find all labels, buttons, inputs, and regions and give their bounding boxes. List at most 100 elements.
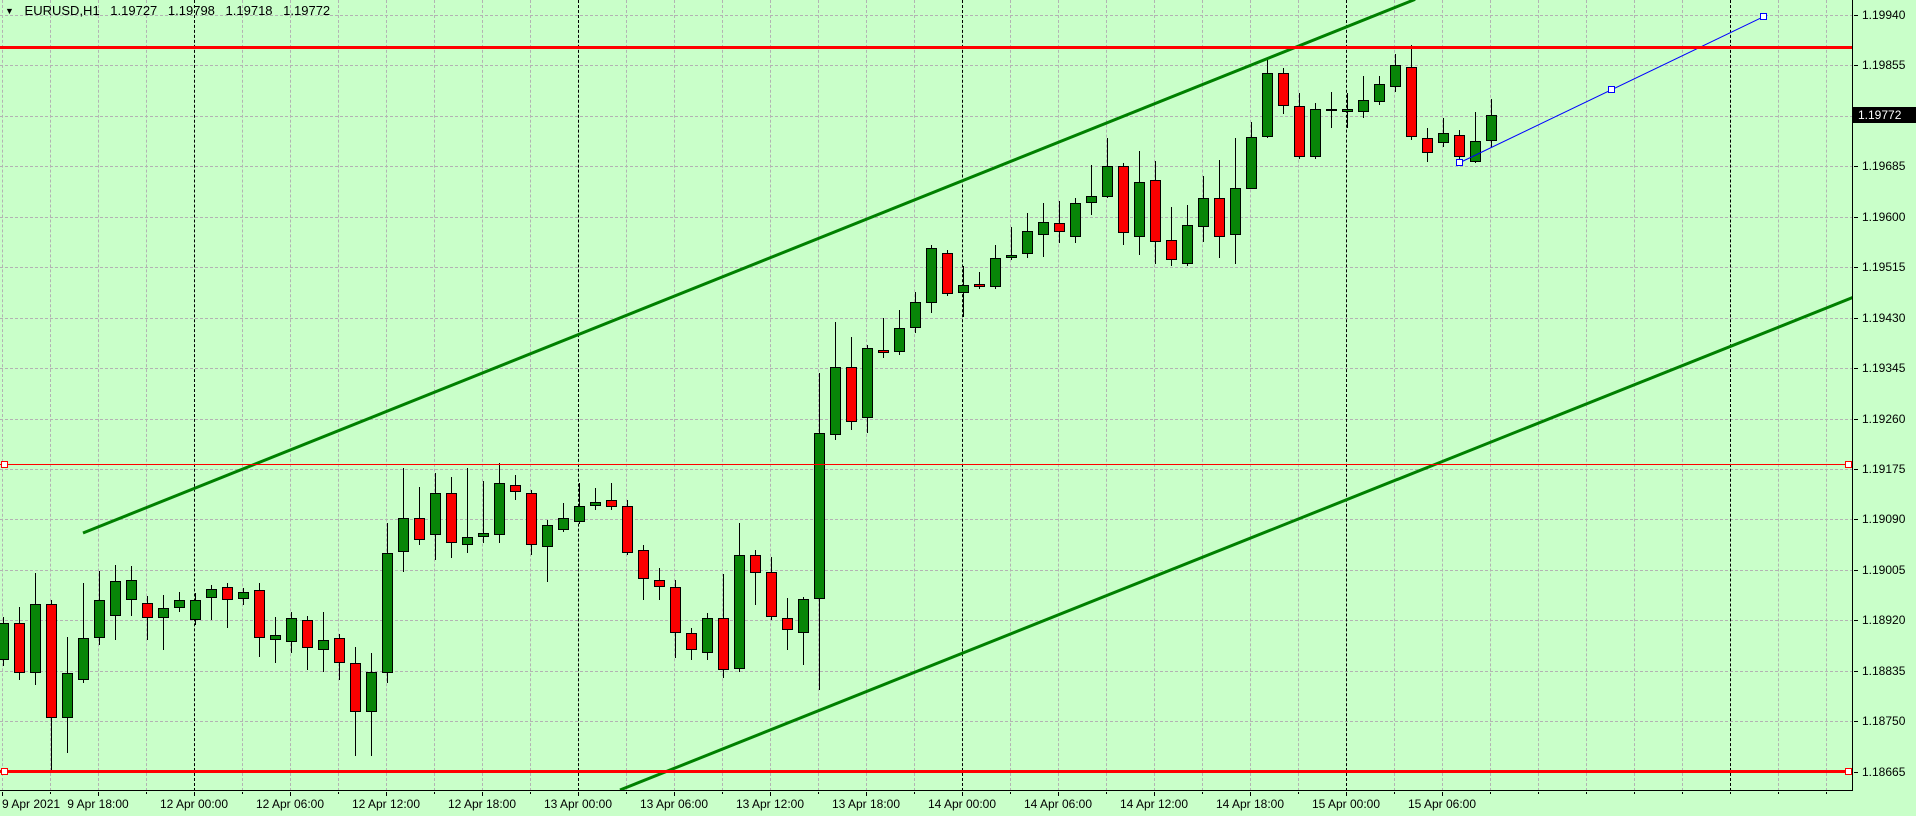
gridline-v	[530, 0, 531, 790]
candle-wick	[163, 594, 164, 651]
y-axis-label: 1.19345	[1862, 361, 1906, 376]
candle-body-bull	[238, 591, 249, 599]
candle-body-bear	[414, 517, 425, 541]
candle-body-bear	[622, 505, 633, 553]
day-separator	[1346, 0, 1347, 790]
candle-body-bull	[62, 673, 73, 719]
candle-body-bear	[942, 252, 953, 294]
chevron-down-icon[interactable]: ▼	[5, 6, 14, 16]
hline-handle[interactable]	[1, 460, 8, 468]
candle-body-bull	[78, 638, 89, 681]
resistance-line[interactable]	[0, 46, 1852, 50]
candle-body-bear	[766, 572, 777, 617]
x-axis-tick	[1298, 792, 1299, 794]
x-axis-tick	[242, 792, 243, 794]
candle-wick	[1011, 227, 1012, 260]
candle-wick	[83, 582, 84, 684]
x-axis-tick	[290, 792, 291, 796]
x-axis-tick	[962, 792, 963, 796]
candle-body-bull	[382, 552, 393, 674]
hline-handle[interactable]	[1, 768, 8, 776]
candle-body-bull	[734, 555, 745, 670]
candle-body-bull	[0, 623, 9, 661]
candle-body-bear	[510, 485, 521, 493]
candle-body-bull	[542, 524, 553, 547]
x-axis-tick	[722, 792, 723, 794]
candle-body-bull	[94, 600, 105, 639]
candle-body-bull	[1086, 196, 1097, 203]
gridline-v	[1106, 0, 1107, 790]
gridline-v	[2, 0, 3, 790]
candle-body-bull	[926, 247, 937, 303]
day-separator	[578, 0, 579, 790]
plot-area[interactable]	[0, 0, 1853, 791]
x-axis-tick	[386, 792, 387, 796]
candle-body-bull	[398, 517, 409, 553]
gridline-h	[0, 317, 1852, 319]
y-axis-tick	[1854, 318, 1858, 319]
gridline-v	[1538, 0, 1539, 790]
candle-body-bull	[206, 588, 217, 598]
gridline-v	[722, 0, 723, 790]
gridline-v	[674, 0, 675, 790]
candle-wick	[979, 271, 980, 289]
x-axis-tick	[1346, 792, 1347, 796]
candle-body-bear	[142, 603, 153, 618]
candle-body-bear	[654, 580, 665, 588]
candle-body-bull	[1230, 187, 1241, 235]
y-axis-label: 1.18665	[1862, 764, 1906, 779]
candle-body-bear	[718, 617, 729, 671]
x-axis-tick	[626, 792, 627, 794]
gridline-v	[146, 0, 147, 790]
mid-support-line[interactable]	[0, 463, 1852, 465]
gridline-v	[434, 0, 435, 790]
candle-wick	[1059, 200, 1060, 243]
x-axis-tick	[1826, 792, 1827, 794]
candle-body-bull	[270, 635, 281, 640]
channel-lower-line[interactable]	[619, 296, 1852, 790]
candle-wick	[563, 502, 564, 532]
candle-wick	[467, 467, 468, 554]
x-axis-label: 13 Apr 12:00	[735, 797, 805, 811]
time-axis[interactable]: 9 Apr 2021 9 Apr 18:00 12 Apr 00:00 12 Apr …	[0, 792, 1916, 816]
x-axis-tick	[914, 792, 915, 794]
candle-body-bear	[1326, 109, 1337, 112]
candle-body-bull	[1342, 109, 1353, 113]
candle-body-bull	[1438, 132, 1449, 143]
candle-body-bull	[158, 607, 169, 618]
trendline-handle[interactable]	[1759, 13, 1767, 21]
support-line[interactable]	[0, 770, 1852, 774]
y-axis-label: 1.19515	[1862, 260, 1906, 275]
candle-wick	[1475, 112, 1476, 163]
gridline-v	[50, 0, 51, 790]
trendline-handle[interactable]	[1607, 86, 1615, 94]
gridline-v	[1682, 0, 1683, 790]
candle-body-bull	[462, 537, 473, 545]
x-axis-tick	[866, 792, 867, 796]
day-separator	[962, 0, 963, 790]
ohlc-high: 1.19798	[167, 3, 215, 18]
y-axis-tick	[1854, 469, 1858, 470]
x-axis-label: 14 Apr 00:00	[927, 797, 997, 811]
symbol-period-label: EURUSD,H1	[24, 3, 100, 18]
y-axis-tick	[1854, 772, 1858, 773]
candle-body-bull	[1006, 254, 1017, 258]
candle-wick	[1443, 117, 1444, 147]
price-axis[interactable]: 1.19940 1.19855 1.19685 1.19600 1.19515 1.194…	[1854, 0, 1916, 792]
gridline-h	[0, 670, 1852, 672]
candle-body-bull	[590, 502, 601, 506]
trendline-handle[interactable]	[1455, 159, 1463, 167]
hline-handle[interactable]	[1845, 768, 1852, 776]
gridline-h	[0, 569, 1852, 571]
candle-body-bull	[1182, 224, 1193, 264]
hline-handle[interactable]	[1845, 460, 1852, 468]
x-axis-tick	[98, 792, 99, 796]
x-axis-label: 12 Apr 18:00	[447, 797, 517, 811]
candle-wick	[595, 488, 596, 510]
candle-body-bull	[366, 672, 377, 713]
x-axis-label: 13 Apr 06:00	[639, 797, 709, 811]
candle-body-bear	[46, 604, 57, 719]
x-axis-tick	[1202, 792, 1203, 794]
candle-body-bear	[14, 623, 25, 674]
candle-body-bull	[1022, 231, 1033, 254]
